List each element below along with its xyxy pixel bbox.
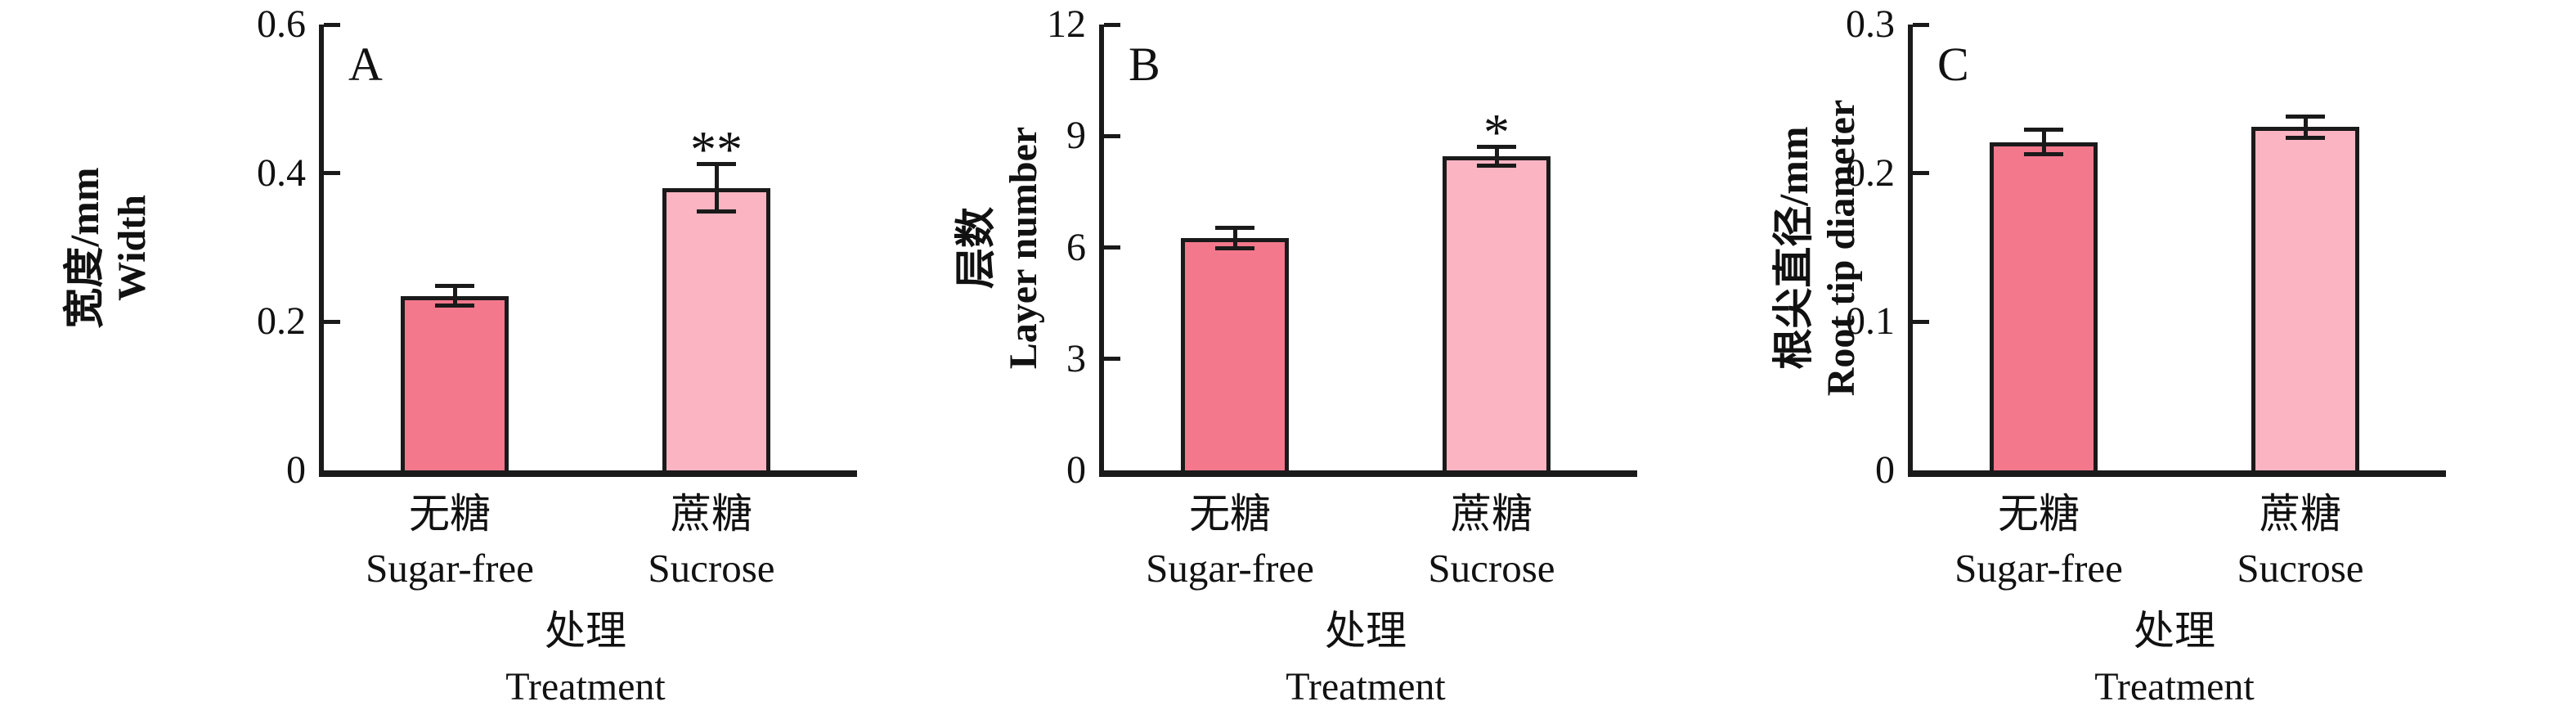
error-bar-stem [2041,130,2046,154]
y-tick-mark [324,23,340,27]
bar-sucrose [662,188,770,470]
error-bar-stem [452,286,457,306]
bar-sugar-free [401,296,509,470]
y-tick-mark [1913,320,1929,324]
y-tick-label: 0.2 [257,299,306,343]
error-bar-cap-bottom [1477,164,1516,168]
plot-area: B * [1099,23,1637,477]
error-bar-cap-bottom [2286,136,2325,140]
panel-letter: B [1129,38,1160,91]
x-axis-title: 处理 Treatment [319,605,852,712]
y-tick-mark [1104,245,1120,250]
x-category-label-en: Sucrose [2237,546,2364,591]
x-category-label-en: Sugar-free [1954,546,2123,591]
error-bar-cap-top [2286,115,2325,119]
x-axis-title: 处理 Treatment [1908,605,2441,712]
y-tick-label: 0 [1875,448,1895,492]
y-tick-label: 0 [286,448,306,492]
error-bar-cap-top [435,284,474,288]
x-category-label-zh: 蔗糖 [671,491,752,537]
error-bar-cap-top [1215,226,1254,230]
x-category-label-en: Sucrose [648,546,775,591]
panel-letter: A [348,38,383,91]
y-tick-mark [1913,23,1929,27]
x-axis-title-en: Treatment [1286,665,1446,708]
y-tick-mark [1104,23,1120,27]
bar-sugar-free [1181,238,1289,470]
panel-letter: C [1937,38,1969,91]
x-category-label-zh: 无糖 [1189,491,1271,537]
x-axis-title-zh: 处理 [1325,608,1407,654]
x-category-label-zh: 无糖 [409,491,491,537]
x-category-sucrose: 蔗糖 Sucrose [532,488,891,593]
x-category-sugar-free: 无糖 Sugar-free [1859,488,2219,593]
x-category-sucrose: 蔗糖 Sucrose [1312,488,1672,593]
error-bar-cap-bottom [2024,152,2063,156]
significance-marker: ** [690,120,743,178]
error-bar-stem [2303,117,2308,137]
y-tick-label: 12 [1047,2,1086,46]
plot-area: A ** [319,23,857,477]
plot-area: C [1908,23,2446,477]
y-tick-mark [324,320,340,324]
error-bar-stem [714,164,719,212]
x-category-label-en: Sugar-free [366,546,534,591]
x-category-label-zh: 蔗糖 [2260,491,2341,537]
error-bar-cap-bottom [435,304,474,308]
y-tick-label: 0.4 [257,151,306,195]
error-bar-stem [1232,228,1237,249]
y-tick-mark [1104,357,1120,361]
x-category-label-en: Sucrose [1428,546,1555,591]
y-tick-mark [1104,134,1120,138]
y-tick-mark [1913,171,1929,175]
y-tick-label: 0.6 [257,2,306,46]
x-axis-title-en: Treatment [505,665,666,708]
bar-sucrose [2251,127,2359,470]
error-bar-stem [1494,147,1499,166]
error-bar-cap-top [2024,128,2063,132]
x-axis-title: 处理 Treatment [1099,605,1632,712]
y-tick-label: 0.3 [1846,2,1895,46]
error-bar-cap-top [1477,145,1516,149]
x-category-label-zh: 蔗糖 [1451,491,1533,537]
bar-sucrose [1443,156,1551,470]
y-tick-label: 9 [1066,114,1086,157]
y-tick-label: 3 [1066,337,1086,380]
x-axis-title-en: Treatment [2094,665,2255,708]
error-bar-cap-bottom [697,209,736,214]
x-category-sucrose: 蔗糖 Sucrose [2120,488,2480,593]
x-category-sugar-free: 无糖 Sugar-free [1050,488,1410,593]
y-tick-label: 0.2 [1846,151,1895,195]
y-tick-label: 6 [1066,226,1086,269]
x-category-sugar-free: 无糖 Sugar-free [270,488,630,593]
significance-marker: * [1483,103,1510,161]
y-tick-label: 0 [1066,448,1086,492]
y-tick-label: 0.1 [1846,299,1895,343]
bar-sugar-free [1990,142,2098,470]
x-category-label-en: Sugar-free [1146,546,1314,591]
y-tick-mark [324,171,340,175]
x-category-label-zh: 无糖 [1998,491,2080,537]
error-bar-cap-top [697,162,736,166]
error-bar-cap-bottom [1215,246,1254,250]
x-axis-title-zh: 处理 [2134,608,2215,654]
x-axis-title-zh: 处理 [545,608,626,654]
